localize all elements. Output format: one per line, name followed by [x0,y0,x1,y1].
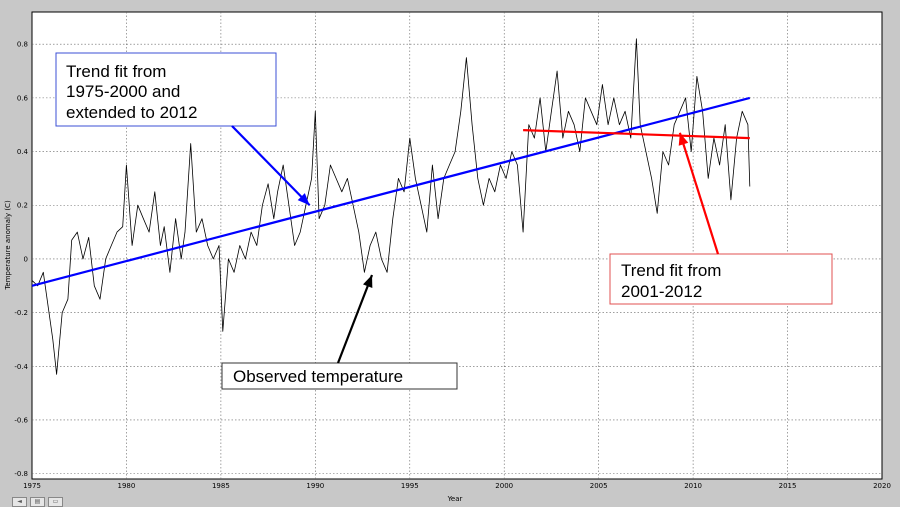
x-tick-label: 2010 [684,482,702,490]
y-tick-label: -0.8 [14,470,28,478]
y-tick-label: 0.4 [17,148,29,156]
blue-callout-line-2: 1975-2000 and [66,82,180,101]
x-tick-label: 1980 [118,482,136,490]
arrow-line [336,274,374,364]
arrow-line [231,125,311,207]
view-button[interactable]: ▭ [48,497,63,507]
x-tick-labels: 1975 1980 1985 1990 1995 2000 2005 2010 2015 2020 [23,482,891,490]
arrow-head [297,193,310,206]
y-tick-label: -0.6 [14,416,28,424]
series-layer [31,38,751,375]
y-tick-label: 0.8 [17,41,28,49]
x-tick-label: 1995 [401,482,419,490]
x-tick-label: 2000 [495,482,513,490]
x-tick-label: 1990 [306,482,324,490]
y-tick-label: -0.4 [14,363,28,371]
y-tick-label: 0 [24,255,28,263]
viewer-toolbar: ◄ ▤ ▭ [0,497,72,507]
menu-button[interactable]: ▤ [30,497,45,507]
red-callout-box [609,253,833,305]
arrow-line [678,132,720,255]
blue-callout-line-1: Trend fit from [66,62,166,81]
red-callout: Trend fit from 2001-2012 [609,253,833,305]
prev-slide-button[interactable]: ◄ [12,497,27,507]
series-trend-1975-2000 [31,96,751,287]
x-tick-label: 2020 [873,482,891,490]
x-axis-label: Year [447,495,463,503]
series-trend-2001-2012 [523,129,750,140]
y-tick-label: 0.6 [17,94,29,102]
y-tick-label: -0.2 [14,309,28,317]
blue-callout-box [55,52,277,127]
black-callout: Observed temperature [221,362,458,390]
x-tick-label: 1975 [23,482,41,490]
arrow-head [363,275,373,289]
x-tick-label: 2015 [779,482,797,490]
arrow-head [678,132,689,146]
blue-callout-line-3: extended to 2012 [66,103,197,122]
red-callout-line-1: Trend fit from [621,261,721,280]
y-axis-label: Temperature anomaly (C) [4,200,12,291]
x-tick-label: 2005 [590,482,608,490]
callout-arrows [231,125,720,364]
y-tick-label: 0.2 [17,202,28,210]
blue-callout: Trend fit from 1975-2000 and extended to… [55,52,277,127]
red-callout-line-2: 2001-2012 [621,282,702,301]
black-callout-line-1: Observed temperature [233,367,403,386]
y-tick-labels: -0.8 -0.6 -0.4 -0.2 0 0.2 0.4 0.6 0.8 [14,41,28,478]
series-observed [31,38,751,375]
x-tick-label: 1985 [212,482,230,490]
black-callout-box [221,362,458,390]
